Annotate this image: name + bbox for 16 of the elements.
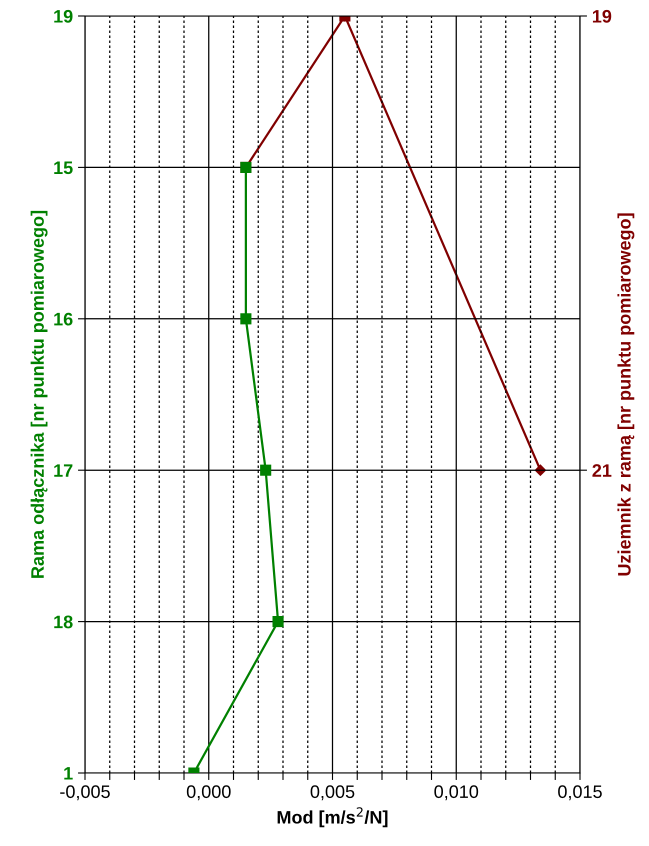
y2-axis-title: Uziemnik z ramą [nr punktu pomiarowego] bbox=[617, 213, 634, 576]
y2-tick-label: 21 bbox=[592, 464, 612, 477]
y-tick-label: 16 bbox=[54, 312, 73, 326]
y-axis-title: Rama odłącznika [nr punktu pomiarowego] bbox=[30, 210, 48, 578]
x-axis-title: Mod [m/s$^{2}$/N] bbox=[278, 807, 388, 828]
y-tick-label: 19 bbox=[54, 10, 73, 23]
y-tick-label: 18 bbox=[54, 616, 73, 628]
y-tick-label: 15 bbox=[54, 162, 73, 174]
y2-tick-label: 19 bbox=[592, 10, 612, 23]
y-tick-label: 17 bbox=[54, 464, 72, 477]
x-tick-label: 0,005 bbox=[310, 785, 354, 800]
x-tick-label: 0,010 bbox=[434, 785, 478, 800]
x-tick-label: 0,015 bbox=[558, 785, 602, 800]
x-tick-label: -0,005 bbox=[60, 785, 110, 800]
x-tick-label: 0,000 bbox=[186, 785, 231, 800]
y-tick-label: 1 bbox=[64, 767, 73, 780]
